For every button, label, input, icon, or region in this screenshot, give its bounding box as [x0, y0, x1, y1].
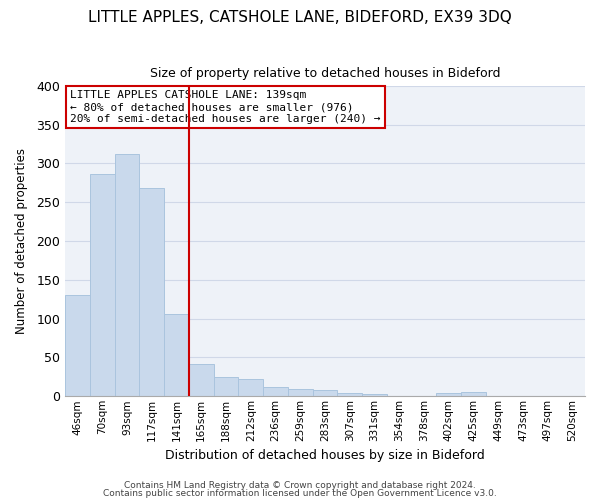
- Text: Contains HM Land Registry data © Crown copyright and database right 2024.: Contains HM Land Registry data © Crown c…: [124, 480, 476, 490]
- Text: Contains public sector information licensed under the Open Government Licence v3: Contains public sector information licen…: [103, 489, 497, 498]
- X-axis label: Distribution of detached houses by size in Bideford: Distribution of detached houses by size …: [165, 450, 485, 462]
- Bar: [263, 387, 288, 396]
- Bar: [313, 390, 337, 396]
- Bar: [65, 296, 90, 396]
- Title: Size of property relative to detached houses in Bideford: Size of property relative to detached ho…: [150, 68, 500, 80]
- Text: LITTLE APPLES, CATSHOLE LANE, BIDEFORD, EX39 3DQ: LITTLE APPLES, CATSHOLE LANE, BIDEFORD, …: [88, 10, 512, 25]
- Bar: [362, 394, 387, 396]
- Bar: [436, 393, 461, 396]
- Bar: [164, 314, 189, 396]
- Text: LITTLE APPLES CATSHOLE LANE: 139sqm
← 80% of detached houses are smaller (976)
2: LITTLE APPLES CATSHOLE LANE: 139sqm ← 80…: [70, 90, 381, 124]
- Bar: [288, 390, 313, 396]
- Bar: [337, 393, 362, 396]
- Bar: [461, 392, 486, 396]
- Bar: [238, 379, 263, 396]
- Y-axis label: Number of detached properties: Number of detached properties: [15, 148, 28, 334]
- Bar: [139, 188, 164, 396]
- Bar: [189, 364, 214, 396]
- Bar: [90, 174, 115, 396]
- Bar: [214, 377, 238, 396]
- Bar: [115, 154, 139, 396]
